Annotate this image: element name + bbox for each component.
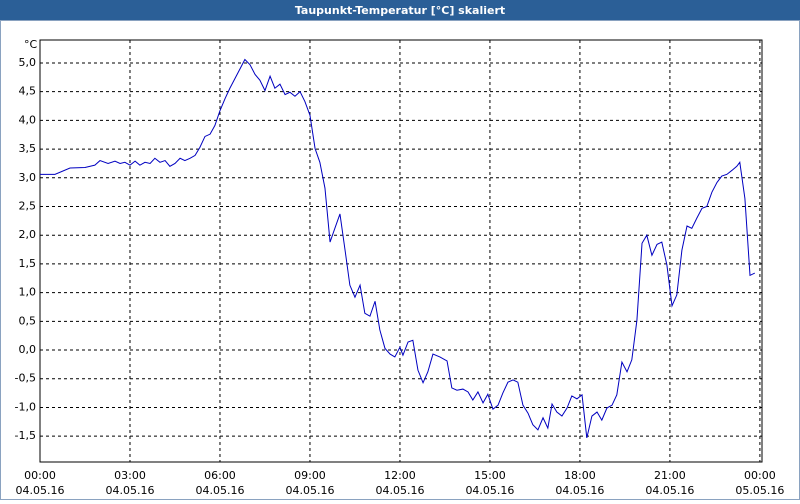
- x-tick-label: 12:00: [384, 469, 416, 482]
- title-bar: [0, 0, 800, 20]
- window-frame: [0, 20, 800, 500]
- y-tick-label: 3,0: [19, 171, 37, 184]
- y-tick-label: -1,0: [15, 400, 36, 413]
- x-tick-date: 04.05.16: [16, 484, 65, 497]
- x-tick-date: 05.05.16: [735, 484, 784, 497]
- x-tick-label: 15:00: [474, 469, 506, 482]
- y-tick-label: 0,0: [19, 343, 37, 356]
- x-tick-label: 21:00: [654, 469, 686, 482]
- y-tick-label: -1,5: [15, 429, 36, 442]
- y-tick-label: 0,5: [19, 314, 37, 327]
- y-tick-label: 2,5: [19, 200, 37, 213]
- y-tick-label: 1,5: [19, 257, 37, 270]
- x-tick-date: 04.05.16: [195, 484, 244, 497]
- x-tick-date: 04.05.16: [555, 484, 604, 497]
- x-tick-date: 04.05.16: [465, 484, 514, 497]
- x-tick-label: 00:00: [744, 469, 776, 482]
- x-tick-date: 04.05.16: [105, 484, 154, 497]
- y-tick-label: 4,0: [19, 113, 37, 126]
- y-tick-label: 4,5: [19, 85, 37, 98]
- x-tick-label: 18:00: [564, 469, 596, 482]
- chart-title: Taupunkt-Temperatur [°C] skaliert: [295, 4, 505, 17]
- y-tick-label: -0,5: [15, 372, 36, 385]
- x-tick-label: 06:00: [204, 469, 236, 482]
- data-line: [40, 58, 756, 439]
- x-tick-label: 03:00: [114, 469, 146, 482]
- x-tick-date: 04.05.16: [375, 484, 424, 497]
- y-tick-label: 5,0: [19, 56, 37, 69]
- y-unit: °C: [24, 38, 38, 51]
- y-tick-label: 2,0: [19, 228, 37, 241]
- y-tick-label: 3,5: [19, 142, 37, 155]
- x-tick-label: 00:00: [24, 469, 56, 482]
- x-tick-label: 09:00: [294, 469, 326, 482]
- y-tick-label: 1,0: [19, 286, 37, 299]
- x-tick-date: 04.05.16: [285, 484, 334, 497]
- x-tick-date: 04.05.16: [645, 484, 694, 497]
